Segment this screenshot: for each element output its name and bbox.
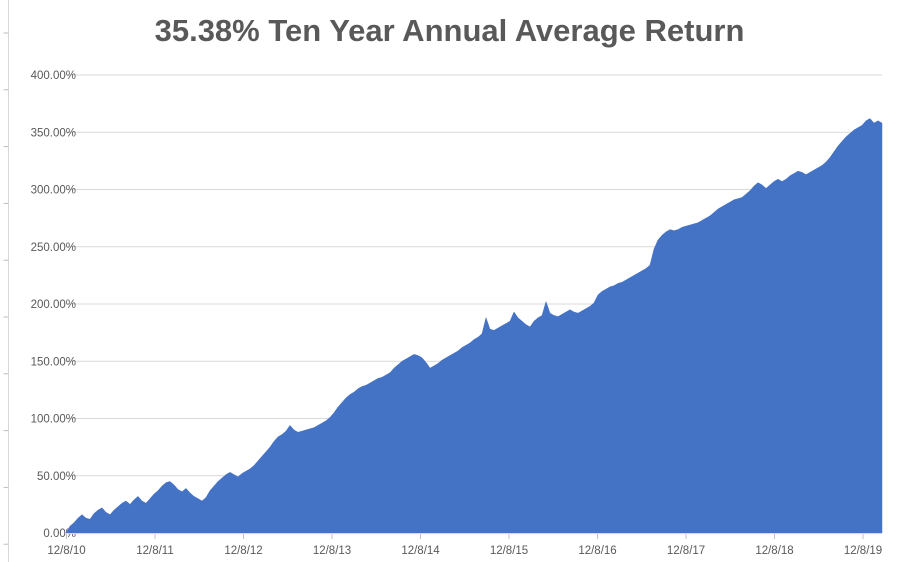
y-axis-label: 100.00%	[31, 414, 76, 426]
x-axis-label: 12/8/16	[578, 545, 616, 557]
y-axis-label: 50.00%	[37, 471, 76, 483]
x-axis-label: 12/8/11	[136, 545, 174, 557]
area-series	[65, 118, 883, 534]
x-axis: 12/8/10 12/8/11 12/8/12 12/8/13 12/8/14 12/8/…	[47, 533, 882, 557]
x-axis-label: 12/8/13	[313, 545, 351, 557]
y-axis-labels: 400.00% 350.00% 300.00% 250.00% 200.00% 150.0…	[31, 70, 76, 540]
y-axis-label: 400.00%	[31, 70, 76, 82]
x-axis-label: 12/8/10	[47, 545, 85, 557]
x-axis-label: 12/8/14	[401, 545, 440, 557]
left-axis-line	[3, 0, 9, 562]
x-axis-label: 12/8/19	[844, 545, 882, 557]
y-axis-label: 300.00%	[31, 185, 76, 197]
x-axis-label: 12/8/12	[224, 545, 262, 557]
y-axis-label: 200.00%	[31, 299, 76, 311]
chart-title: 35.38% Ten Year Annual Average Return	[154, 13, 745, 48]
x-axis-label: 12/8/18	[755, 545, 793, 557]
y-axis-label: 250.00%	[31, 242, 76, 254]
y-axis-label: 150.00%	[31, 356, 76, 368]
x-axis-label: 12/8/17	[667, 545, 705, 557]
x-axis-label: 12/8/15	[490, 545, 528, 557]
y-axis-label: 350.00%	[31, 127, 76, 139]
